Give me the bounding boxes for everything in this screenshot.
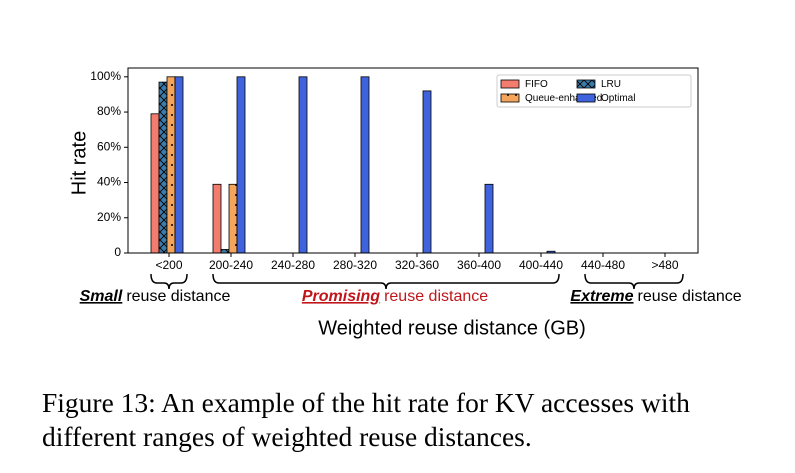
bar-hatch bbox=[221, 249, 229, 253]
chart: Hit rate Weighted reuse distance (GB) 0 2… bbox=[68, 67, 742, 339]
annotation-text: reuse distance bbox=[126, 288, 230, 305]
x-tick-label: >480 bbox=[651, 258, 678, 272]
annotation-emphasis: Small bbox=[80, 288, 123, 305]
x-tick-label: <200 bbox=[155, 258, 182, 272]
y-tick-label: 20% bbox=[97, 210, 121, 224]
bar-hatch bbox=[159, 82, 167, 253]
bar bbox=[236, 76, 246, 254]
bracket bbox=[150, 273, 188, 290]
annotation: Extreme reuse distance bbox=[570, 288, 741, 305]
y-axis-label: Hit rate bbox=[68, 131, 90, 195]
x-tick-label: 240-280 bbox=[271, 258, 315, 272]
legend-swatch bbox=[576, 93, 596, 103]
y-tick-label: 100% bbox=[90, 69, 121, 83]
x-tick-label: 320-360 bbox=[395, 258, 439, 272]
y-tick-label: 40% bbox=[97, 175, 121, 189]
legend-swatch-hatch bbox=[501, 94, 519, 102]
y-tick-label: 80% bbox=[97, 104, 121, 118]
x-tick-label: 200-240 bbox=[209, 258, 253, 272]
legend-box bbox=[496, 74, 692, 108]
bar bbox=[298, 76, 308, 254]
legend-label: Optimal bbox=[601, 93, 635, 104]
bar-hatch bbox=[167, 76, 175, 253]
x-tick-label: 440-480 bbox=[581, 258, 625, 272]
annotation-emphasis: Extreme bbox=[570, 288, 633, 305]
x-tick-label: 360-400 bbox=[457, 258, 501, 272]
y-tick-label: 60% bbox=[97, 139, 121, 153]
bar-hatch bbox=[229, 184, 237, 253]
legend-label: Queue-enhanced bbox=[525, 93, 602, 104]
legend-swatch-hatch bbox=[577, 80, 595, 88]
annotation: Promising reuse distance bbox=[302, 288, 488, 305]
bar bbox=[422, 90, 432, 254]
x-tick-label: 280-320 bbox=[333, 258, 377, 272]
bar bbox=[360, 76, 370, 254]
x-axis-label: Weighted reuse distance (GB) bbox=[318, 317, 586, 339]
annotation-emphasis: Promising bbox=[302, 288, 380, 305]
bar bbox=[150, 113, 160, 254]
legend-swatch bbox=[500, 79, 520, 89]
bar bbox=[174, 76, 184, 254]
y-tick-label: 0 bbox=[114, 245, 121, 259]
annotation-text: reuse distance bbox=[384, 288, 488, 305]
caption: Figure 13: An example of the hit rate fo… bbox=[42, 387, 690, 452]
annotation-text: reuse distance bbox=[638, 288, 742, 305]
plot-frame bbox=[127, 67, 699, 254]
bracket bbox=[584, 273, 684, 290]
bar bbox=[212, 183, 222, 254]
bracket bbox=[212, 273, 560, 290]
bar bbox=[484, 183, 494, 254]
legend-label: LRU bbox=[601, 79, 621, 90]
legend-label: FIFO bbox=[525, 79, 548, 90]
annotation: Small reuse distance bbox=[80, 288, 231, 305]
x-tick-label: 400-440 bbox=[519, 258, 563, 272]
